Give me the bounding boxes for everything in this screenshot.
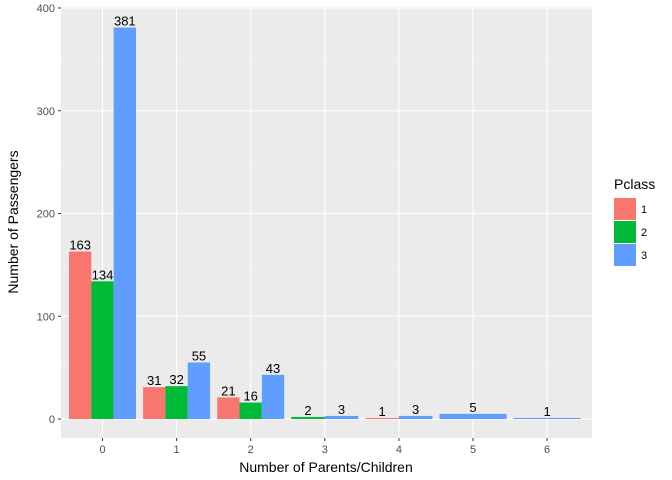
panel-background (61, 7, 592, 438)
x-tick-label: 1 (174, 444, 180, 456)
data-label: 163 (69, 238, 91, 253)
data-label: 3 (412, 402, 419, 417)
legend-label: 2 (641, 227, 647, 239)
data-label: 32 (169, 372, 183, 387)
data-label: 21 (221, 383, 235, 398)
data-labels: 163 31 21 134 32 16 2 381 55 43 3 3 5 1 1 (69, 14, 550, 419)
bar-pclass-2-parch-1 (165, 386, 188, 419)
bar-pclass-3-parch-6 (513, 417, 581, 419)
bar-pclass-2-parch-3 (291, 416, 325, 419)
y-tick-label: 0 (49, 414, 55, 426)
y-tick-label: 100 (37, 311, 55, 323)
x-tick-label: 4 (396, 444, 402, 456)
y-axis: 0 100 200 300 400 (37, 3, 61, 426)
bar-pclass-2-parch-0 (91, 281, 114, 419)
data-label: 3 (338, 402, 345, 417)
bar-pclass-3-parch-2 (261, 374, 285, 419)
bar-pclass-3-parch-3 (324, 415, 359, 419)
y-tick-label: 300 (37, 106, 55, 118)
x-tick-label: 5 (470, 444, 476, 456)
bar-pclass-2-parch-2 (239, 402, 262, 419)
bar-pclass-1-parch-4 (365, 417, 399, 419)
data-label: 16 (243, 389, 257, 404)
bar-pclass-3-parch-1 (187, 362, 211, 419)
legend-label: 1 (641, 204, 647, 216)
data-label: 2 (304, 403, 311, 418)
legend-label: 3 (641, 250, 647, 262)
x-tick-label: 0 (99, 444, 105, 456)
x-tick-label: 3 (322, 444, 328, 456)
bar-pclass-1-parch-2 (217, 397, 240, 419)
data-label: 31 (147, 373, 161, 388)
bar-pclass-3-parch-4 (398, 415, 433, 419)
data-label: 43 (266, 361, 280, 376)
bars (69, 27, 581, 420)
data-label: 381 (114, 14, 136, 29)
x-tick-label: 2 (248, 444, 254, 456)
legend: Pclass 1 2 3 (614, 176, 655, 266)
y-tick-label: 400 (37, 3, 55, 15)
x-tick-label: 6 (544, 444, 550, 456)
data-label: 134 (92, 267, 114, 282)
bar-pclass-3-parch-0 (113, 27, 136, 420)
bar-pclass-1-parch-1 (143, 387, 166, 419)
legend-title: Pclass (614, 176, 655, 192)
bar-pclass-1-parch-0 (69, 251, 92, 419)
y-axis-title: Number of Passengers (5, 150, 21, 293)
data-label: 1 (379, 404, 386, 419)
legend-key-3 (614, 244, 636, 266)
data-label: 5 (469, 400, 476, 415)
legend-key-2 (614, 221, 636, 243)
minor-gridlines (61, 59, 592, 368)
legend-key-1 (614, 198, 636, 220)
y-tick-label: 200 (37, 209, 55, 221)
x-axis: 0 1 2 3 4 5 6 (99, 438, 550, 456)
bar-pclass-3-parch-5 (439, 413, 507, 419)
x-axis-title: Number of Parents/Children (239, 459, 413, 475)
data-label: 55 (192, 348, 206, 363)
data-label: 1 (543, 404, 550, 419)
